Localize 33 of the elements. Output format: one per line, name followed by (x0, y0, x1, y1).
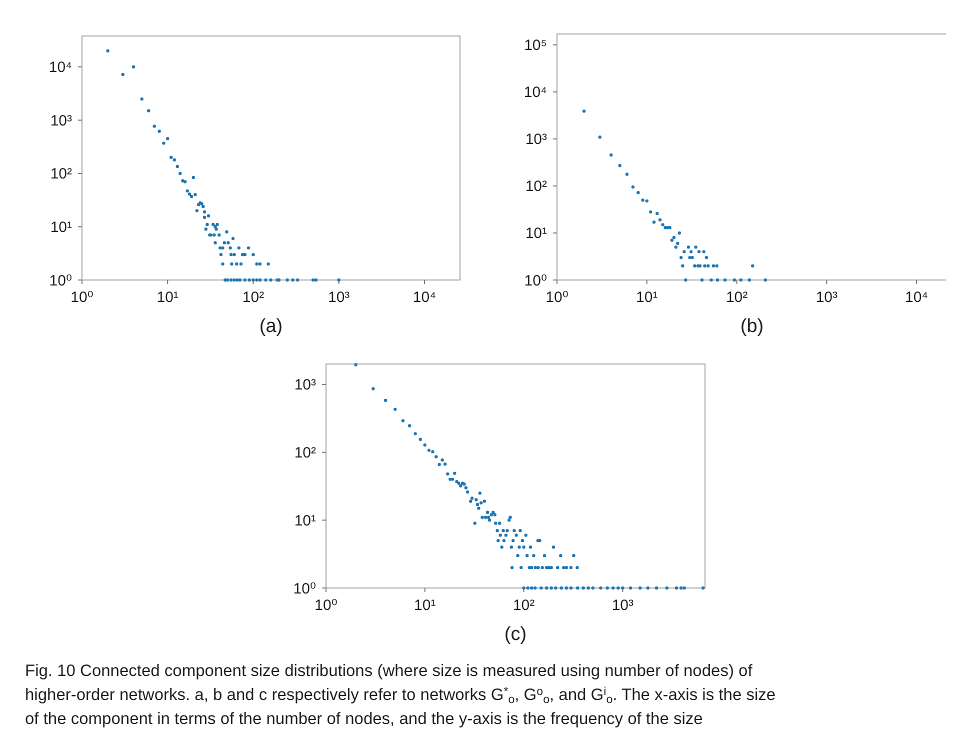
x-tick-label: 10³ (328, 289, 350, 306)
x-tick-label: 10⁰ (314, 597, 338, 614)
x-tick-label: 10² (726, 289, 748, 306)
x-tick-label: 10¹ (636, 289, 658, 306)
y-tick-label: 10³ (294, 376, 316, 394)
x-tick-label: 10³ (816, 289, 838, 306)
y-tick-label: 10³ (50, 112, 72, 130)
x-tick-label: 10⁴ (905, 289, 928, 306)
text: Fig. 10 Connected component size distributions (where size is measured using number of nodes) of higher-order networks. a, b and c respectively refer to networks G$^{*}$$_{o}$, G$^{o}$$_{o}$, and G$^{i}$$_{o}$. The x-axis is the size of the component in terms of the number of nodes, and the y-axis is the frequency of the size (25, 662, 776, 728)
x-axis-title: (a) (259, 316, 283, 337)
y-tick-label: 10⁴ (524, 84, 547, 102)
y-tick-label: 10¹ (294, 512, 316, 530)
y-tick-label: 10⁵ (524, 37, 547, 54)
x-tick-label: 10² (512, 597, 535, 614)
y-tick-label: 10² (294, 444, 316, 462)
y-tick-label: 10³ (525, 131, 547, 148)
y-tick-label: 10⁴ (48, 59, 72, 76)
y-tick-label: 10⁰ (524, 272, 547, 290)
x-tick-label: 10¹ (414, 597, 436, 614)
x-tick-label: 10⁰ (70, 289, 94, 306)
y-tick-label: 10² (525, 178, 547, 196)
x-tick-label: 10¹ (156, 289, 178, 306)
x-tick-label: 10⁴ (412, 289, 436, 306)
y-tick-label: 10¹ (50, 218, 72, 236)
x-axis-title: (c) (504, 624, 527, 645)
y-tick-label: 10⁰ (293, 580, 316, 598)
x-axis-title: (b) (740, 316, 764, 337)
x-tick-label: 10³ (612, 597, 634, 614)
x-tick-label: 10² (242, 289, 264, 306)
y-tick-label: 10¹ (525, 225, 547, 242)
x-tick-label: 10⁰ (546, 289, 568, 306)
y-tick-label: 10² (50, 166, 72, 183)
y-tick-label: 10⁰ (49, 272, 72, 290)
